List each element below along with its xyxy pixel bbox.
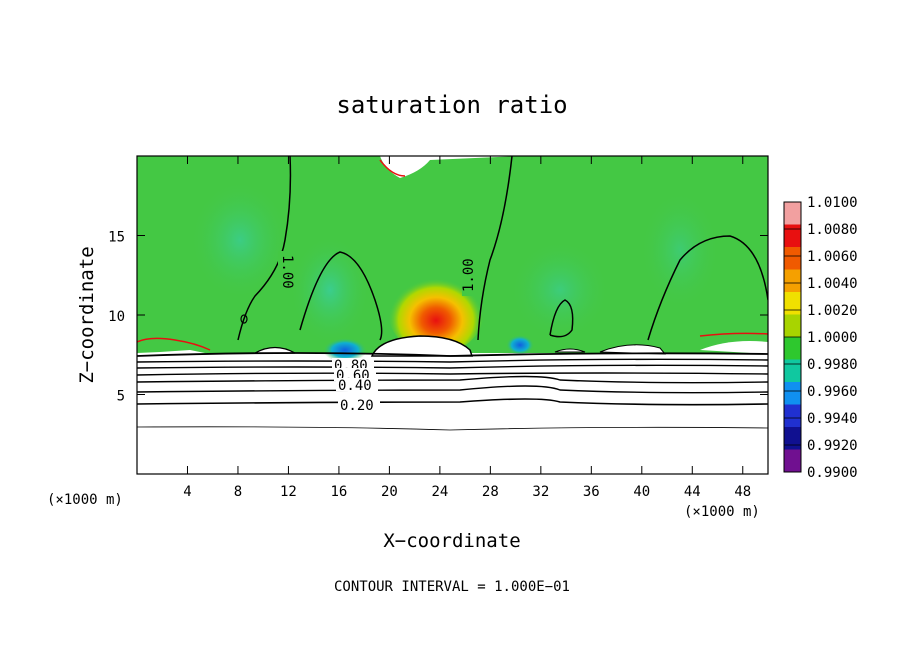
colorbar-label: 0.9960 bbox=[807, 384, 858, 400]
contour-interval-note: CONTOUR INTERVAL = 1.000E−01 bbox=[334, 579, 570, 595]
y-tick-label: 10 bbox=[108, 309, 125, 325]
x-axis-title: X−coordinate bbox=[383, 530, 520, 552]
x-tick-label: 12 bbox=[280, 484, 297, 500]
min-saturation-region bbox=[323, 338, 367, 362]
x-unit-label-left: (×1000 m) bbox=[47, 492, 123, 508]
x-tick-label: 16 bbox=[330, 484, 347, 500]
x-tick-label: 48 bbox=[734, 484, 751, 500]
colorbar-label: 0.9900 bbox=[807, 465, 858, 481]
colorbar-swatch bbox=[784, 337, 801, 360]
x-tick-label: 40 bbox=[633, 484, 650, 500]
chart-title: saturation ratio bbox=[336, 91, 567, 119]
contour-label: 0.20 bbox=[340, 398, 374, 414]
colorbar-swatch bbox=[784, 404, 801, 427]
colorbar-swatch bbox=[784, 427, 801, 450]
y-tick-label: 15 bbox=[108, 230, 125, 246]
y-tick-label: 5 bbox=[117, 389, 125, 405]
colorbar-label: 1.0100 bbox=[807, 195, 858, 211]
colorbar-swatch bbox=[784, 202, 801, 225]
contour-label: 1.00 bbox=[279, 255, 295, 289]
x-tick-label: 28 bbox=[482, 484, 499, 500]
colorbar-swatch bbox=[784, 359, 801, 382]
colorbar-swatch bbox=[784, 314, 801, 337]
colorbar-label: 1.0000 bbox=[807, 330, 858, 346]
colorbar-swatch bbox=[784, 269, 801, 292]
colorbar-label: 0.9920 bbox=[807, 438, 858, 454]
x-tick-label: 4 bbox=[183, 484, 191, 500]
colorbar: 1.0100 1.0080 1.0060 1.0040 1.0020 1.0000 0.99… bbox=[783, 195, 858, 481]
colorbar-label: 0.9980 bbox=[807, 357, 858, 373]
colorbar-swatch bbox=[784, 292, 801, 315]
x-tick-label: 32 bbox=[532, 484, 549, 500]
x-tick-label: 44 bbox=[684, 484, 701, 500]
x-tick-label: 24 bbox=[431, 484, 448, 500]
colorbar-label: 1.0020 bbox=[807, 303, 858, 319]
x-tick-label: 20 bbox=[381, 484, 398, 500]
x-unit-label-right: (×1000 m) bbox=[684, 504, 760, 520]
colorbar-label: 1.0080 bbox=[807, 222, 858, 238]
contour-label: 1.00 bbox=[461, 258, 477, 292]
colorbar-swatch bbox=[784, 247, 801, 270]
colorbar-swatch bbox=[784, 449, 801, 472]
x-tick-label: 8 bbox=[234, 484, 242, 500]
max-saturation-region bbox=[388, 270, 484, 354]
field-plot bbox=[137, 156, 768, 474]
colorbar-label: 1.0040 bbox=[807, 276, 858, 292]
colorbar-swatch bbox=[784, 382, 801, 405]
x-tick-label: 36 bbox=[583, 484, 600, 500]
colorbar-swatch bbox=[784, 224, 801, 247]
y-axis-title: Z−coordinate bbox=[76, 246, 98, 383]
colorbar-label: 1.0060 bbox=[807, 249, 858, 265]
colorbar-label: 0.9940 bbox=[807, 411, 858, 427]
contour-labels: 1.00 1.00 0.80 0.60 0.40 0.20 bbox=[278, 251, 478, 414]
contour-label: 0.40 bbox=[338, 378, 372, 394]
contour-lines bbox=[137, 156, 768, 431]
